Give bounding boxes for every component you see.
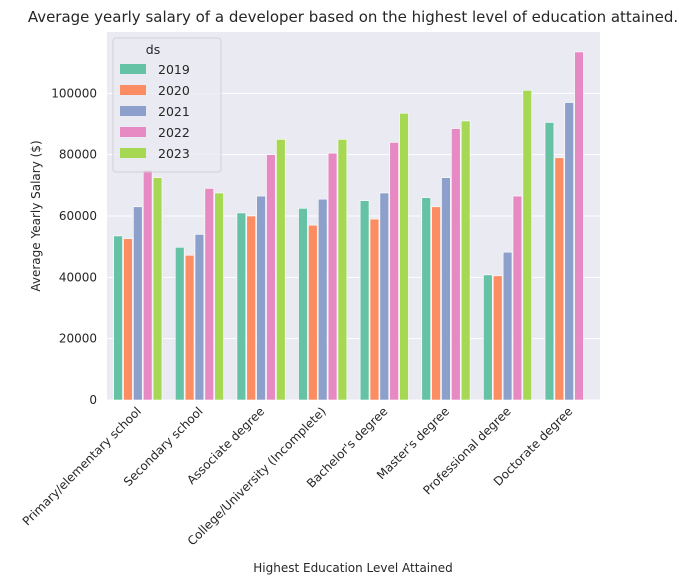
y-tick-label: 100000 xyxy=(51,86,97,100)
y-tick-label: 0 xyxy=(89,393,97,407)
bar-2023 xyxy=(399,112,409,401)
legend-label-2020: 2020 xyxy=(158,83,190,98)
legend-swatch-2021 xyxy=(120,106,146,116)
bar-2021 xyxy=(441,177,451,401)
bar-2019 xyxy=(236,212,247,401)
bars xyxy=(113,51,584,401)
bar-2022 xyxy=(512,195,523,401)
bar-2020 xyxy=(246,215,256,401)
bar-2021 xyxy=(133,206,143,401)
bar-2019 xyxy=(298,208,308,401)
bar-2019 xyxy=(421,197,431,401)
bar-2020 xyxy=(492,275,503,401)
bar-2021 xyxy=(194,234,205,401)
y-tick-label: 80000 xyxy=(59,148,97,162)
x-axis-label: Highest Education Level Attained xyxy=(253,561,452,575)
legend-label-2021: 2021 xyxy=(158,104,190,119)
y-axis-ticks: 0 20000 40000 60000 80000 100000 xyxy=(51,86,97,407)
bar-2019 xyxy=(174,246,185,401)
bar-2019 xyxy=(544,122,555,401)
bar-2021 xyxy=(379,192,390,401)
bar-2019 xyxy=(359,200,370,401)
bar-2023 xyxy=(522,89,533,401)
bar-2022 xyxy=(204,188,215,401)
y-axis-label: Average Yearly Salary ($) xyxy=(29,140,43,291)
bar-2022 xyxy=(574,51,584,401)
y-tick-label: 40000 xyxy=(59,270,97,284)
bar-2021 xyxy=(502,251,513,401)
legend: ds 2019 2020 2021 2022 2023 xyxy=(112,37,222,173)
bar-2023 xyxy=(152,177,163,401)
legend-swatch-2019 xyxy=(120,64,146,74)
legend-swatch-2020 xyxy=(120,85,146,95)
chart-title: Average yearly salary of a developer bas… xyxy=(28,8,678,26)
bar-2022 xyxy=(266,154,276,401)
bar-2022 xyxy=(389,142,399,401)
legend-swatch-2022 xyxy=(120,127,146,137)
legend-swatch-2023 xyxy=(120,148,146,158)
x-tick-label: Primary/elementary school xyxy=(20,404,144,528)
bar-2019 xyxy=(113,235,123,401)
bar-2022 xyxy=(451,128,461,401)
legend-title: ds xyxy=(146,42,160,57)
bar-2023 xyxy=(337,139,348,401)
bar-2019 xyxy=(483,274,493,401)
bar-2020 xyxy=(431,206,441,401)
bar-2021 xyxy=(317,198,328,401)
bar-2023 xyxy=(460,120,471,401)
legend-label-2022: 2022 xyxy=(158,125,190,140)
bar-2020 xyxy=(123,238,133,401)
bar-2022 xyxy=(327,152,338,401)
bar-2020 xyxy=(554,157,565,401)
y-tick-label: 20000 xyxy=(59,332,97,346)
bar-2021 xyxy=(564,102,574,401)
bar-2020 xyxy=(369,218,380,401)
bar-2022 xyxy=(142,169,153,401)
y-tick-label: 60000 xyxy=(59,209,97,223)
bar-2023 xyxy=(214,192,224,401)
bar-2020 xyxy=(308,224,318,401)
bar-2021 xyxy=(256,195,266,401)
bar-2023 xyxy=(276,139,286,401)
legend-label-2023: 2023 xyxy=(158,146,190,161)
bar-2020 xyxy=(184,254,195,401)
legend-label-2019: 2019 xyxy=(158,62,190,77)
